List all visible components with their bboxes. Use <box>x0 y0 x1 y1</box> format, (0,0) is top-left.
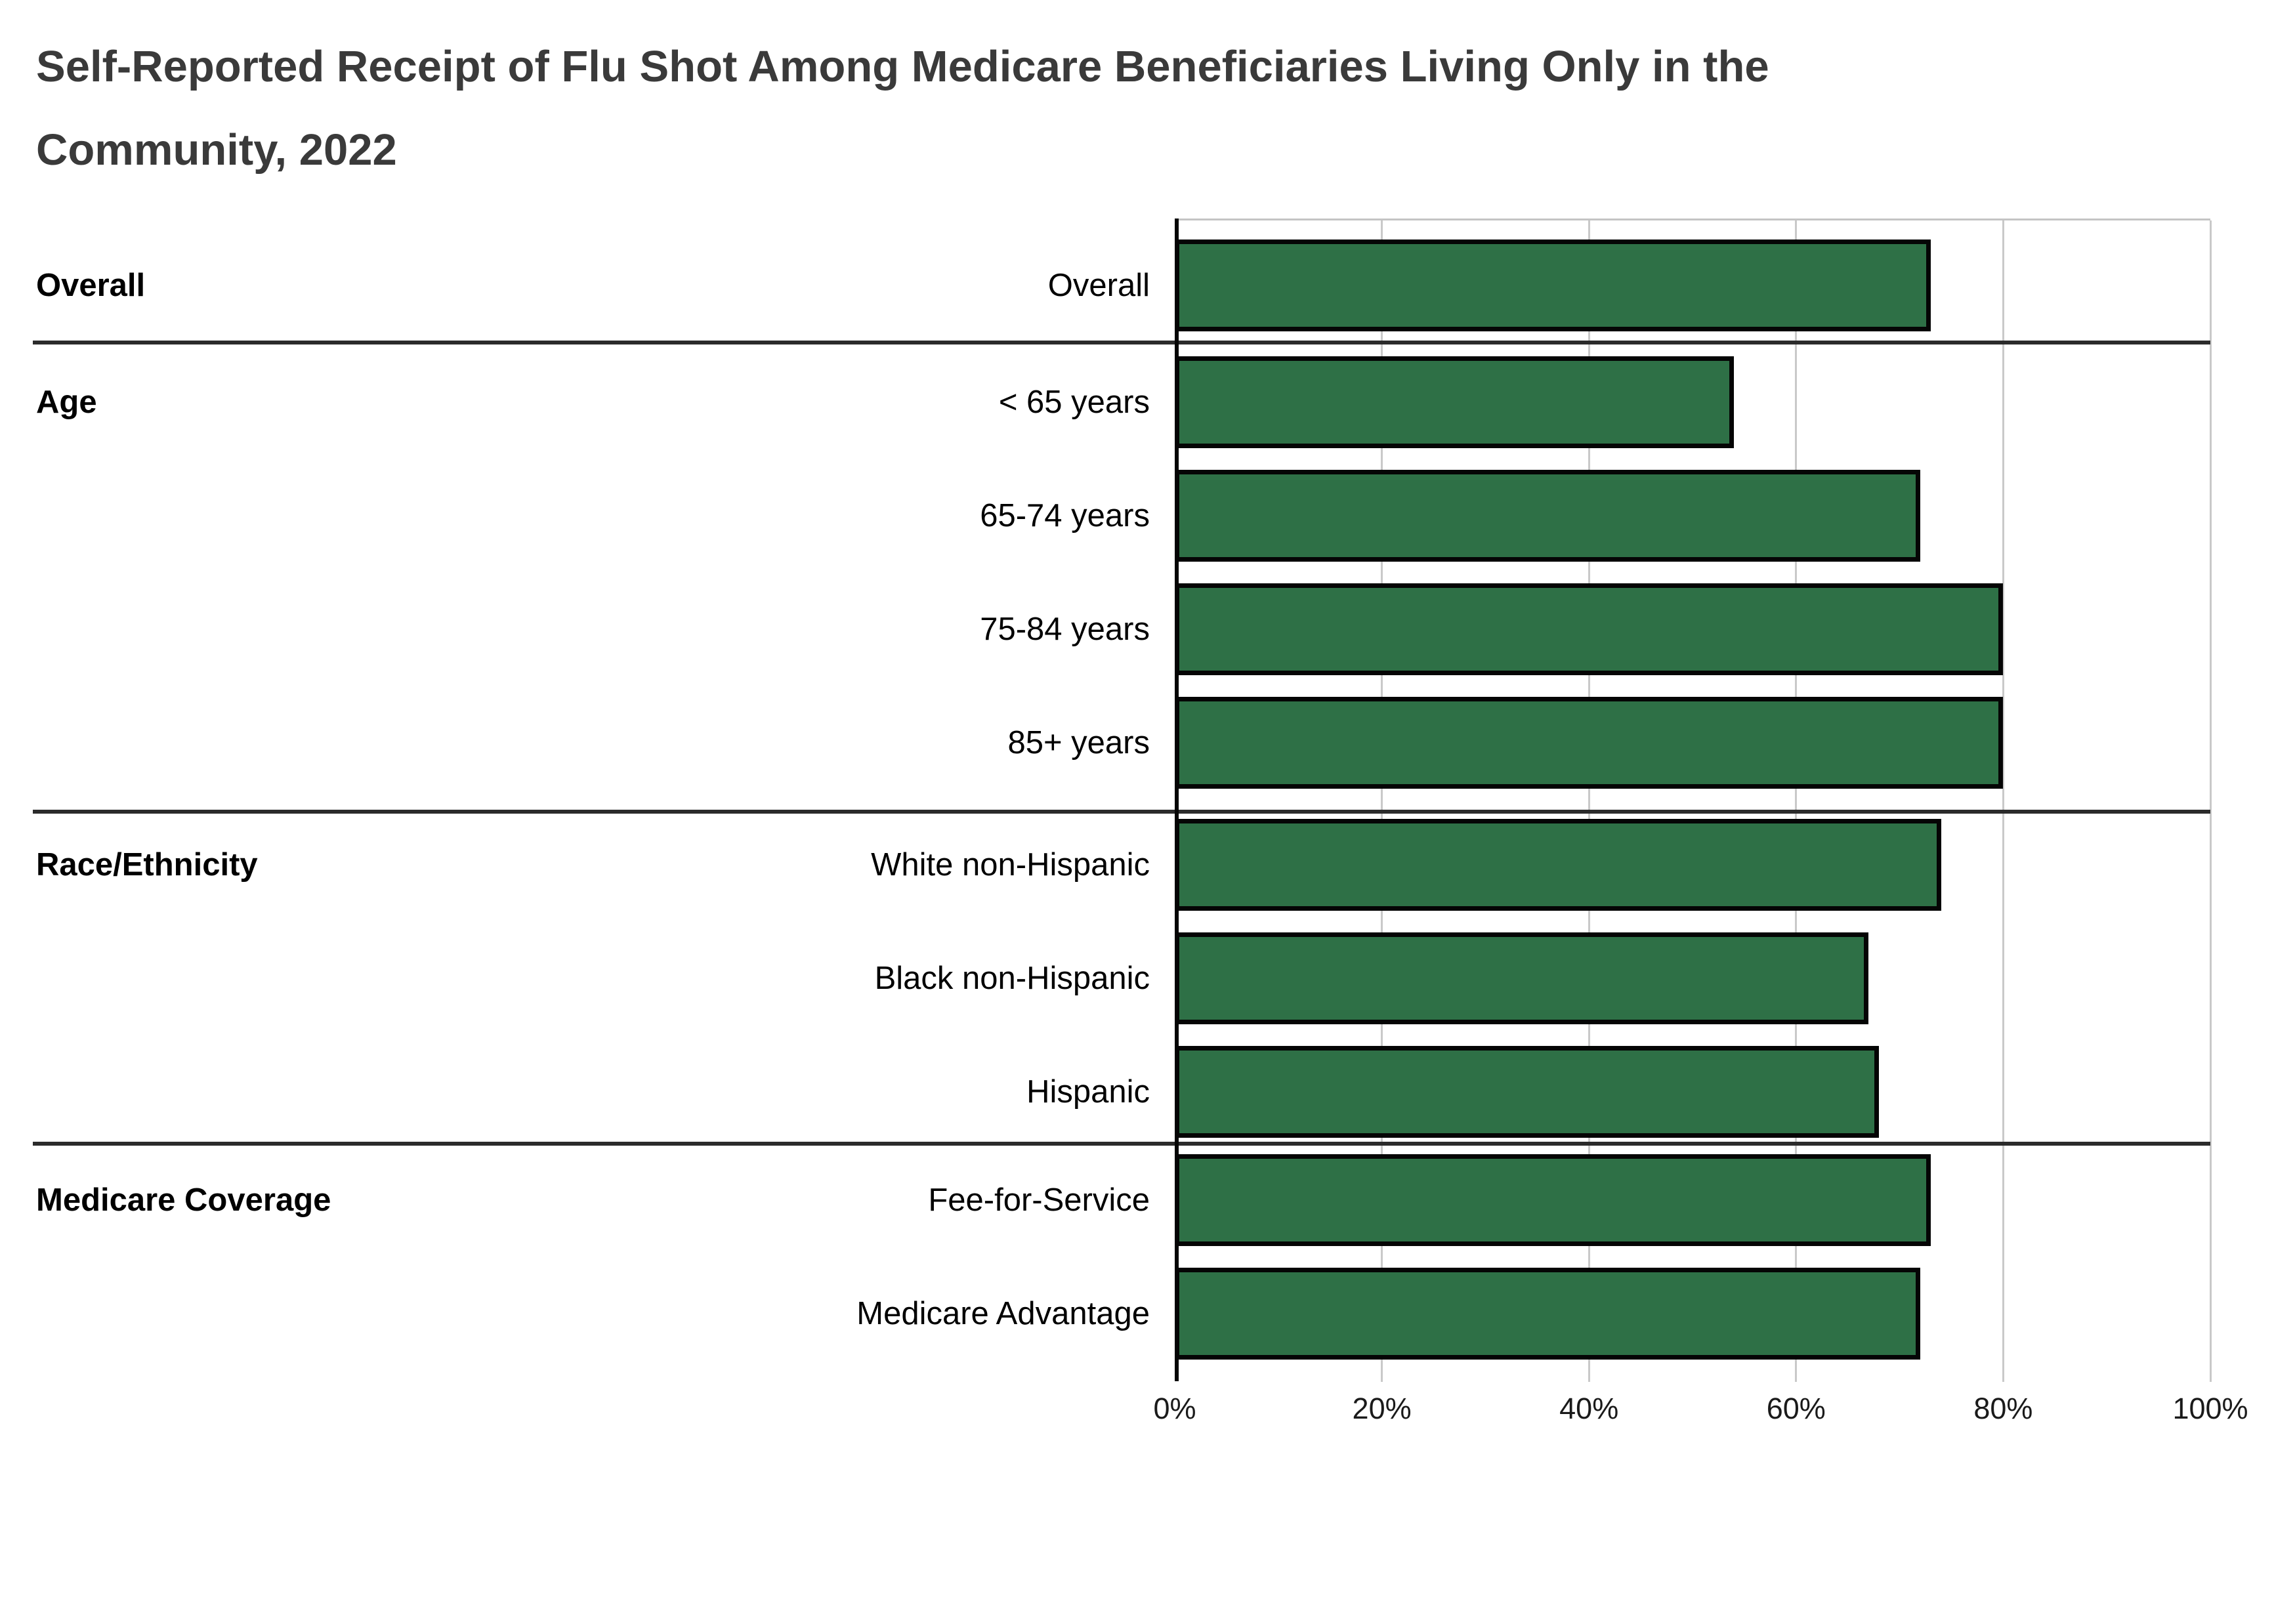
row-label: 85+ years <box>1007 725 1150 760</box>
bar-cell <box>1175 356 2210 448</box>
x-tick-label-40%: 40% <box>1559 1392 1619 1425</box>
section-rows: < 65 years 65-74 years 75-84 years 85+ y… <box>0 356 2274 789</box>
row-label: Fee-for-Service <box>928 1182 1150 1218</box>
bar-black-non-hispanic <box>1175 932 1869 1024</box>
bar-medicare-advantage <box>1175 1268 1921 1360</box>
bar-row: 65-74 years <box>0 470 2274 562</box>
gridline-100% <box>2209 220 2212 1382</box>
x-tick-label-0%: 0% <box>1153 1392 1196 1425</box>
bar-fee-for-service <box>1175 1154 1931 1246</box>
bar-row: < 65 years <box>0 356 2274 448</box>
x-tick-label-20%: 20% <box>1352 1392 1412 1425</box>
section-rows: Fee-for-Service Medicare Advantage <box>0 1154 2274 1360</box>
row-label: Black non-Hispanic <box>874 961 1150 996</box>
section-rows: Overall <box>0 239 2274 331</box>
chart-title-line2: Community, 2022 <box>36 125 397 175</box>
bar-cell <box>1175 1154 2210 1246</box>
gridline-20% <box>1381 220 1383 1382</box>
gridline-60% <box>1795 220 1798 1382</box>
bar-85-years <box>1175 697 2004 789</box>
row-label: White non-Hispanic <box>871 847 1150 883</box>
row-label: Medicare Advantage <box>856 1296 1150 1331</box>
row-label: Hispanic <box>1026 1074 1150 1110</box>
section-label: Medicare Coverage <box>36 1182 331 1218</box>
bar-row: 75-84 years <box>0 583 2274 675</box>
chart-title-line1: Self-Reported Receipt of Flu Shot Among … <box>36 42 1769 91</box>
gridline-80% <box>2002 220 2004 1382</box>
section-divider <box>33 1142 2210 1146</box>
section-divider <box>33 810 2210 814</box>
bar-75-84-years <box>1175 583 2004 675</box>
chart-section-medicare-coverage: Medicare Coverage Fee-for-Service Medica… <box>0 1146 2274 1360</box>
bar-cell <box>1175 239 2210 331</box>
bar-hispanic <box>1175 1046 1880 1138</box>
bar-cell <box>1175 1268 2210 1360</box>
bar-row: Fee-for-Service <box>0 1154 2274 1246</box>
bar-cell <box>1175 932 2210 1024</box>
section-label: Race/Ethnicity <box>36 847 258 883</box>
bar-row: Hispanic <box>0 1046 2274 1138</box>
section-label: Age <box>36 385 97 420</box>
chart-section-race-ethnicity: Race/Ethnicity White non-Hispanic Black … <box>0 814 2274 1142</box>
row-label: 75-84 years <box>980 612 1150 647</box>
section-label: Overall <box>36 268 146 303</box>
bar-row: Medicare Advantage <box>0 1268 2274 1360</box>
bar-cell <box>1175 819 2210 911</box>
bar-white-non-hispanic <box>1175 819 1941 911</box>
bar-cell <box>1175 583 2210 675</box>
bar-row: 85+ years <box>0 697 2274 789</box>
chart-sections: Overall Overall Age < 65 years 65-74 yea… <box>0 219 2274 1360</box>
bar-row: Black non-Hispanic <box>0 932 2274 1024</box>
bar-row: White non-Hispanic <box>0 819 2274 911</box>
section-rows: White non-Hispanic Black non-Hispanic Hi… <box>0 819 2274 1138</box>
x-tick-label-80%: 80% <box>1973 1392 2033 1425</box>
row-label: Overall <box>1047 268 1150 303</box>
bar-cell <box>1175 697 2210 789</box>
bar-65-74-years <box>1175 470 1921 562</box>
bar-overall <box>1175 239 1931 331</box>
gridline-40% <box>1588 220 1590 1382</box>
chart-section-age: Age < 65 years 65-74 years 75-84 years 8… <box>0 344 2274 810</box>
bar-cell <box>1175 470 2210 562</box>
chart-title: Self-Reported Receipt of Flu Shot Among … <box>36 25 1769 192</box>
gridlines-layer <box>1175 219 2212 1382</box>
x-axis-tick-labels: 0% 20% 40% 60% 80% 100% <box>1153 1392 2248 1431</box>
x-tick-label-100%: 100% <box>2172 1392 2248 1425</box>
row-label: < 65 years <box>998 385 1150 420</box>
row-label: 65-74 years <box>980 498 1150 533</box>
bar-row: Overall <box>0 239 2274 331</box>
section-divider <box>33 341 2210 344</box>
plot-area: Overall Overall Age < 65 years 65-74 yea… <box>0 219 2274 1624</box>
x-tick-label-60%: 60% <box>1766 1392 1826 1425</box>
bar--65-years <box>1175 356 1735 448</box>
y-axis-line <box>1175 219 1179 1381</box>
bar-cell <box>1175 1046 2210 1138</box>
chart-section-overall: Overall Overall <box>0 219 2274 341</box>
